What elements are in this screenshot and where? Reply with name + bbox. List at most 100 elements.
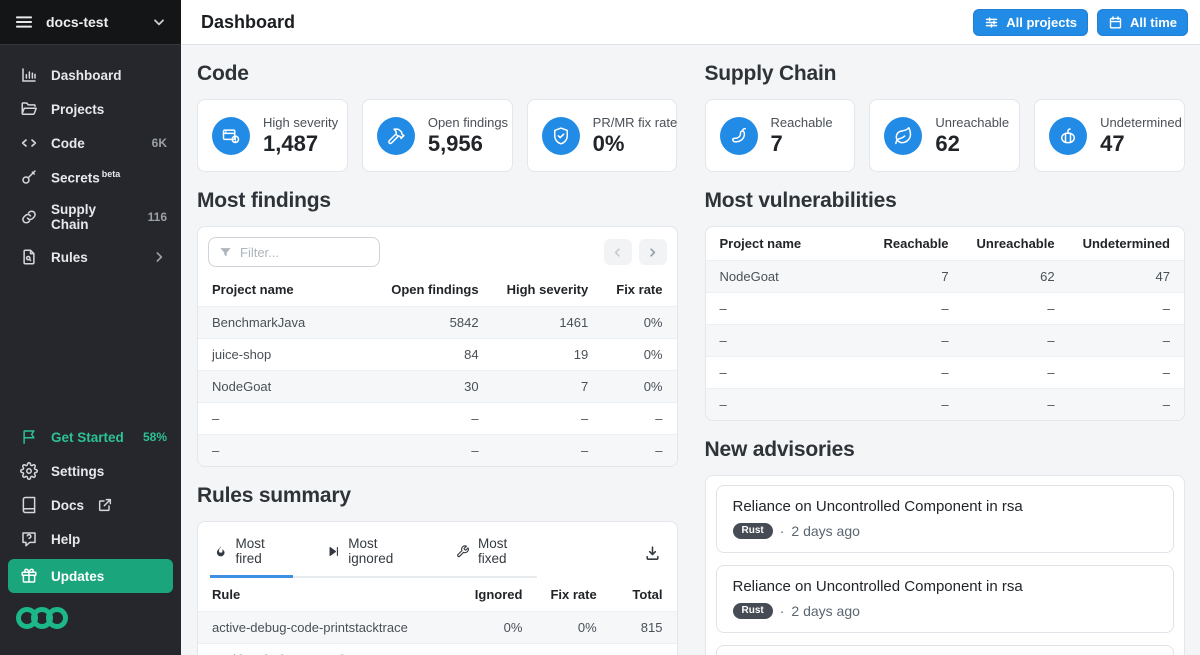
key-icon [20,168,38,186]
sidebar-item-get-started[interactable]: Get Started 58% [0,420,181,454]
table-cell: 0% [602,338,677,371]
sidebar-item-label: Rules [51,249,88,265]
table-cell: – [869,324,963,357]
table-row[interactable]: – – – – [705,388,1184,420]
sidebar-item-help[interactable]: Help [0,522,181,556]
table-cell: 84 [377,338,493,371]
download-button[interactable] [640,541,665,566]
table-row[interactable]: – – – – [198,402,677,435]
table-header-row: Project name Open findings High severity… [198,273,677,307]
column-header: Project name [719,236,802,251]
open-findings-card[interactable]: Open findings 5,956 [361,99,513,172]
rules-summary-table: Rule Ignored Fix rate Total active-debug… [198,578,677,655]
table-cell: 776 [610,643,677,655]
sidebar-item-rules[interactable]: Rules [0,240,181,274]
stat-value: 5,956 [427,130,483,156]
column-header: Rule [212,587,241,602]
supply-chain-count-badge: 116 [147,210,167,224]
all-projects-filter-button[interactable]: All projects [973,8,1089,36]
stat-label: PR/MR fix rate [592,114,678,130]
table-row[interactable]: cookie-missing-samesite0%0%776 [198,643,677,655]
advisory-list: Reliance on Uncontrolled Component in rs… [706,476,1185,655]
sidebar-item-supply-chain[interactable]: Supply Chain 116 [0,194,181,240]
advisory-meta: Rust · 2 days ago [732,523,1158,539]
unreachable-card[interactable]: Unreachable 62 [869,99,1021,172]
table-row[interactable]: juice-shop 84 19 0% [198,338,677,371]
link-icon [20,208,38,226]
table-row[interactable]: active-debug-code-printstacktrace 0% 0% 815 [198,611,677,644]
workspace-name: docs-test [46,14,109,30]
wrench-icon [457,544,470,557]
supply-chain-stat-cards: Reachable 7 Unreachable 62 [704,99,1186,172]
meta-separator: · [779,523,785,539]
table-cell: – [492,434,603,466]
most-findings-title: Most findings [197,189,331,212]
advisory-title: Reliance on Uncontrolled Component in rs… [732,498,1023,515]
skip-forward-icon [329,546,338,556]
sidebar-item-projects[interactable]: Projects [0,92,181,126]
table-row[interactable]: – – – – [198,434,677,466]
most-findings-table: Project name Open findings High severity… [198,273,677,466]
semgrep-logo[interactable] [0,593,181,649]
calendar-icon [1109,15,1122,28]
sidebar-item-label: Docs [51,497,85,513]
table-cell: 30 [377,370,493,403]
table-cell: – [962,324,1069,357]
tab-most-fired[interactable]: Most fired [210,528,293,578]
table-row[interactable]: – – – – [705,324,1184,357]
dashboard-icon [20,66,38,84]
sidebar-item-updates[interactable]: Updates [8,559,173,593]
table-row[interactable]: – – – – [705,356,1184,389]
table-cell: – [1068,388,1184,420]
column-header: Open findings [391,282,479,297]
sidebar-item-settings[interactable]: Settings [0,454,181,488]
supply-chain-section-title: Supply Chain [704,62,837,85]
rules-summary-tabs: Most fired Most ignored Most fixed [198,522,677,578]
gear-icon [20,462,38,480]
beta-tag: beta [101,168,121,179]
next-page-button[interactable] [638,239,667,265]
chevron-right-icon [151,249,167,265]
table-cell: – [705,324,870,357]
advisory-time: 2 days ago [791,523,860,539]
previous-page-button[interactable] [603,239,632,265]
fix-rate-card[interactable]: PR/MR fix rate 0% [526,99,678,172]
page-title: Dashboard [201,11,296,32]
table-row[interactable]: NodeGoat 7 62 47 [705,260,1184,293]
tab-most-fixed[interactable]: Most fixed [452,528,537,578]
tab-most-ignored[interactable]: Most ignored [323,528,423,578]
advisory-item[interactable]: Reliance on Uncontrolled Component in op… [715,645,1174,655]
findings-filter-field[interactable] [208,237,380,267]
sidebar-item-docs[interactable]: Docs [0,488,181,522]
reachable-card[interactable]: Reachable 7 [704,99,856,172]
advisory-time: 2 days ago [791,603,860,619]
code-count-badge: 6K [151,136,167,150]
table-cell: 62 [962,260,1069,293]
table-cell: – [1068,356,1184,389]
undetermined-card[interactable]: Undetermined 47 [1034,99,1185,172]
table-cell: 0% [602,306,677,339]
table-cell: NodeGoat [198,370,378,403]
findings-filter-input[interactable] [240,244,369,260]
high-severity-card[interactable]: High severity 1,487 [197,99,348,172]
pumpkin-icon [1049,116,1088,155]
advisory-item[interactable]: Reliance on Uncontrolled Component in rs… [715,565,1174,633]
table-cell: 19 [492,338,603,371]
language-badge: Rust [732,603,773,619]
hamburger-menu-icon[interactable] [14,12,34,32]
sidebar-item-label: Code [51,135,85,151]
sidebar-item-secrets[interactable]: Secrets beta [0,160,181,194]
sidebar-footer: Get Started 58% Settings Docs Help Updat… [0,420,181,655]
all-time-filter-button[interactable]: All time [1097,8,1188,36]
table-row[interactable]: BenchmarkJava 5842 1461 0% [198,306,677,339]
table-row[interactable]: NodeGoat 30 7 0% [198,370,677,403]
advisory-item[interactable]: Reliance on Uncontrolled Component in rs… [715,485,1174,553]
workspace-switcher[interactable]: docs-test [0,0,181,45]
table-cell: 7 [492,370,603,403]
sidebar-item-label: Settings [51,463,105,479]
sidebar-item-code[interactable]: Code 6K [0,126,181,160]
sidebar-item-dashboard[interactable]: Dashboard [0,58,181,92]
sidebar-item-label: Dashboard [51,67,122,83]
folder-icon [20,100,38,118]
table-row[interactable]: – – – – [705,292,1184,325]
